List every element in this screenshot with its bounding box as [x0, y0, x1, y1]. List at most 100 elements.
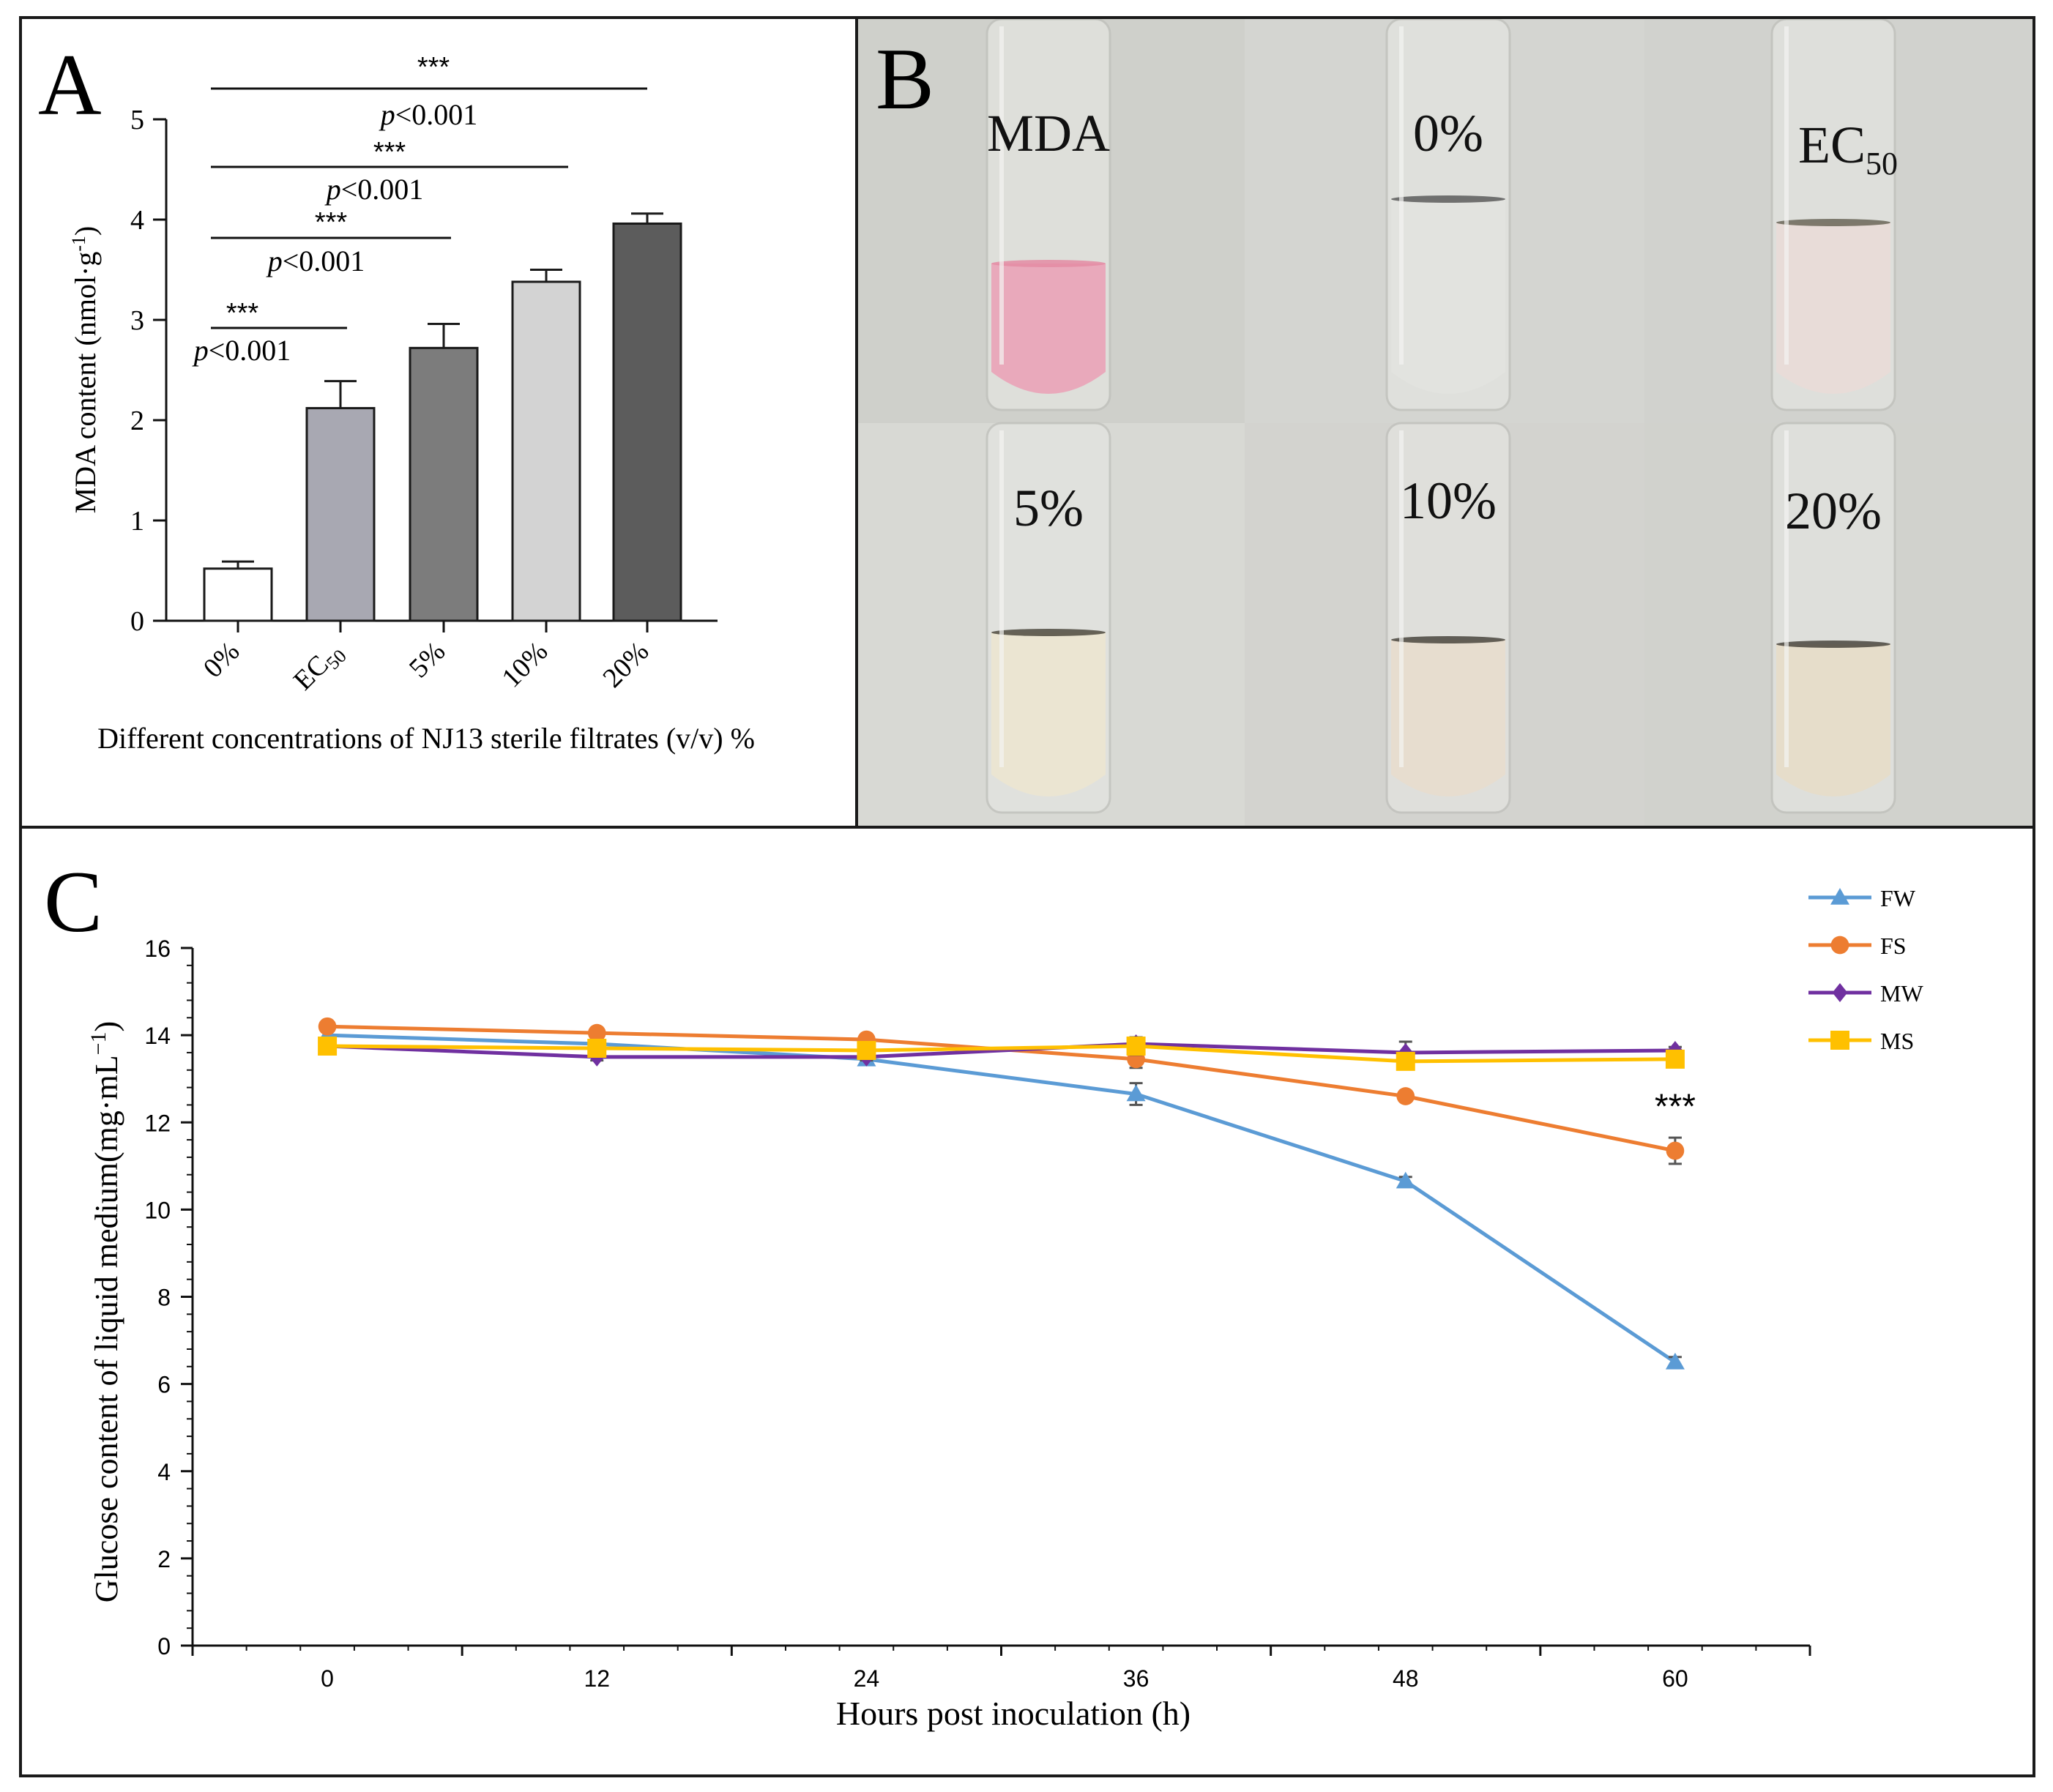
panel-c-y-tick-label: 10: [144, 1197, 171, 1223]
photo-tile: 20%: [1644, 422, 2032, 826]
panel-a-sig-p-text: <0.001: [283, 244, 365, 277]
panel-c-legend: FW FS MW MS: [1808, 885, 1923, 1054]
panel-c-legend-label: MW: [1880, 980, 1923, 1007]
panel-c-y-tick-label: 8: [157, 1285, 171, 1311]
panel-a-letter: A: [38, 36, 102, 133]
panel-a-bar: [409, 346, 479, 622]
photo-tile-label-main: 20%: [1785, 482, 1882, 540]
panel-c-y-axis-title: Glucose content of liquid medium(mg·mL−1…: [86, 1021, 124, 1602]
photo-tile: 10%: [1245, 422, 1644, 826]
panel-a-y-tick-label: 1: [130, 506, 144, 537]
panel-c-x-tick-label: 0: [321, 1665, 334, 1692]
panel-c-legend-item: MS: [1808, 1028, 1914, 1054]
panel-c-point-ms: [1665, 1049, 1685, 1069]
panel-c-series: [318, 1017, 1685, 1370]
panel-c-legend-marker: [1830, 888, 1849, 905]
panel-a-y-axis: 0 1 2 3 4 5: [130, 105, 166, 637]
panel-c-legend-marker: [1830, 936, 1849, 955]
panel-a-sig-p-symbol: p: [379, 98, 395, 131]
photo-tile-label: 5%: [1013, 479, 1084, 537]
panel-a-x-axis-title: Different concentrations of NJ13 sterile…: [97, 722, 755, 755]
panel-c-legend-marker: [1832, 983, 1848, 1002]
panel-b-letter: B: [876, 30, 934, 127]
panel-c-point-ms: [587, 1038, 607, 1058]
panel-c-point-fs: [587, 1023, 606, 1042]
photo-tile-label-main: 5%: [1013, 479, 1084, 537]
panel-a-significance: ***p<0.001***p<0.001***p<0.001***p<0.001: [192, 52, 647, 367]
panel-c-legend-label: FS: [1880, 933, 1907, 959]
tube-meniscus: [1776, 641, 1890, 648]
panel-a-bar: [203, 567, 273, 622]
photo-tile-label-sub: 50: [1866, 146, 1898, 182]
panel-a-sig-p-symbol: p: [266, 244, 283, 277]
panel-c-legend-item: MW: [1808, 980, 1923, 1007]
photo-tile-label: MDA: [987, 104, 1110, 163]
photo-tile: 0%: [1245, 18, 1644, 423]
panel-c-y-tick-label: 2: [157, 1546, 171, 1572]
panel-a-sig-p-symbol: p: [324, 173, 341, 206]
panel-c-point-fs: [318, 1017, 337, 1036]
tube-liquid: [991, 632, 1106, 796]
panel-b-photo-grid: MDA 0% EC50 5% 10% 20%: [858, 18, 2032, 826]
panel-c-x-axis-title: Hours post inoculation (h): [836, 1695, 1191, 1732]
panel-c-y-tick-label: 0: [157, 1633, 171, 1660]
panel-c-x-tick-label: 36: [1123, 1665, 1150, 1692]
panel-c-x-tick-label: 60: [1662, 1665, 1688, 1692]
tube-meniscus: [1391, 195, 1505, 203]
panel-c-y-tick-label: 6: [157, 1372, 171, 1398]
panel-b: MDA 0% EC50 5% 10% 20% B: [855, 16, 2035, 829]
panel-c-letter: C: [44, 853, 103, 950]
panel-a-bar: [305, 407, 376, 622]
panel-c-frame: [19, 826, 2035, 1777]
photo-tile: EC50: [1644, 18, 2032, 423]
panel-a-sig-stars: ***: [373, 137, 406, 168]
panel-c-point-fs: [1666, 1141, 1685, 1160]
panel-a-y-tick-label: 4: [130, 205, 144, 236]
tube-liquid: [1776, 644, 1890, 796]
panel-c-point-ms: [857, 1040, 876, 1060]
panel-a-sig-p-text: <0.001: [209, 334, 291, 367]
panel-c-point-fw: [1126, 1084, 1146, 1102]
photo-tile: 5%: [858, 422, 1245, 826]
photo-tile-label: 20%: [1785, 482, 1882, 540]
panel-c-significance-stars: ***: [1655, 1087, 1696, 1126]
panel-c-x-tick-label: 12: [584, 1665, 610, 1692]
panel-a-sig-stars: ***: [315, 207, 348, 238]
panel-c-legend-item: FW: [1808, 885, 1916, 911]
panel-a-y-tick-label: 5: [130, 105, 144, 135]
panel-c-y-tick-label: 14: [144, 1023, 171, 1049]
photo-tile-label-main: MDA: [987, 104, 1110, 163]
panel-c-y-tick-label: 4: [157, 1459, 171, 1485]
panel-c-point-fw: [1665, 1352, 1685, 1370]
panel-a-sig-p-value: p<0.001: [324, 173, 424, 206]
panel-c-x-tick-label: 24: [854, 1665, 880, 1692]
tube-liquid: [1776, 223, 1890, 394]
panel-c-line-fw: [327, 1033, 1677, 1364]
panel-c-legend-marker: [1830, 1031, 1849, 1050]
panel-c-y-tick-label: 12: [144, 1110, 171, 1136]
photo-tile: MDA: [858, 18, 1245, 423]
panel-a-sig-p-symbol: p: [192, 334, 209, 367]
panel-c-x-tick-label: 48: [1393, 1665, 1419, 1692]
panel-a-sig-p-text: <0.001: [395, 98, 478, 131]
panel-a-y-axis-title: MDA content (nmol·g-1): [68, 226, 102, 514]
tube-meniscus: [991, 260, 1106, 267]
tube-liquid: [1391, 640, 1505, 796]
panel-c-line-ms: [327, 1044, 1675, 1064]
panel-a-sig-stars: ***: [417, 52, 450, 83]
panel-c-legend-label: MS: [1880, 1028, 1914, 1054]
panel-a-sig-p-value: p<0.001: [379, 98, 478, 131]
panel-a-sig-stars: ***: [226, 298, 259, 329]
photo-tile-label-main: 0%: [1413, 104, 1483, 163]
panel-c-series-ms: [318, 1036, 1685, 1071]
panel-a-sig-p-text: <0.001: [341, 173, 424, 206]
panel-c-y-tick-label: 16: [144, 936, 171, 962]
photo-tile-label: 0%: [1413, 104, 1483, 163]
panel-c-point-ms: [318, 1037, 338, 1056]
panel-a-bars: [203, 212, 682, 632]
panel-a-y-tick-label: 3: [130, 305, 144, 336]
photo-tile-label-main: 10%: [1400, 471, 1497, 530]
